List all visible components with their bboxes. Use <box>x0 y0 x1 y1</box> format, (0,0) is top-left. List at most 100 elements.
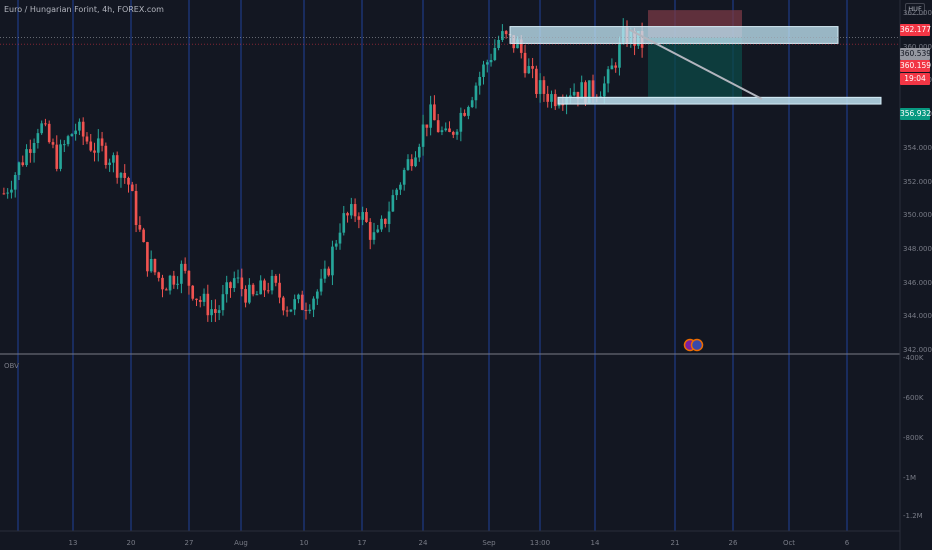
candle-body <box>282 297 285 311</box>
candle-body <box>244 289 247 303</box>
price-tick: 350.000 <box>903 211 932 220</box>
candle-body <box>383 218 387 224</box>
candle-body <box>255 294 259 296</box>
candle-body <box>183 263 187 271</box>
candle-body <box>13 174 17 190</box>
candle-body <box>138 225 142 230</box>
candle-body <box>191 285 195 299</box>
candle-body <box>550 94 553 102</box>
candle-body <box>425 124 429 128</box>
currency-button[interactable]: HUF <box>905 3 925 15</box>
candle-body <box>474 85 478 101</box>
candle-body <box>104 145 108 165</box>
candle-body <box>538 80 542 94</box>
candle-body <box>89 141 93 151</box>
candle-body <box>572 91 576 96</box>
candle-body <box>146 242 149 272</box>
candles <box>2 18 644 323</box>
candle-body <box>29 149 32 153</box>
candle-body <box>2 193 6 195</box>
candle-body <box>584 82 587 103</box>
candle-body <box>157 272 161 278</box>
candle-body <box>342 213 346 233</box>
candle-body <box>323 268 327 279</box>
candle-body <box>591 80 595 97</box>
candle-body <box>202 293 206 302</box>
price-tick: 344.000 <box>903 312 932 321</box>
candle-body <box>248 284 251 303</box>
candle-body <box>610 65 614 70</box>
obv-tick: -600K <box>903 394 924 402</box>
candle-body <box>78 121 81 131</box>
candle-body <box>436 120 440 133</box>
candle-body <box>66 136 70 145</box>
candle-body <box>10 189 13 193</box>
candle-body <box>614 65 617 68</box>
candle-body <box>350 204 353 216</box>
time-tick: 24 <box>418 539 428 547</box>
candle-body <box>36 133 40 144</box>
candle-body <box>334 243 338 247</box>
candle-body <box>433 104 436 121</box>
candle-body <box>338 232 342 244</box>
candle-body <box>421 124 425 147</box>
support-zone <box>557 96 882 105</box>
candle-body <box>187 270 191 286</box>
candle-body <box>316 291 319 299</box>
candle-body <box>444 128 448 131</box>
obv-indicator-label[interactable]: OBV <box>4 362 19 370</box>
candle-body <box>32 143 36 153</box>
price-tick: 352.000 <box>903 177 932 186</box>
candle-body <box>293 299 296 310</box>
candle-body <box>100 138 104 146</box>
time-tick: Oct <box>782 539 796 547</box>
candle-body <box>440 130 444 133</box>
candle-body <box>81 121 85 137</box>
candle-body <box>25 149 28 166</box>
candle-body <box>206 293 210 316</box>
resistance-zone <box>509 26 839 44</box>
candle-body <box>300 294 304 310</box>
candle-body <box>327 268 330 276</box>
candle-body <box>580 82 584 99</box>
candle-body <box>229 282 232 289</box>
candle-body <box>308 309 312 311</box>
symbol-title[interactable]: Euro / Hungarian Forint, 4h, FOREX.com <box>4 5 164 14</box>
events-badge[interactable] <box>683 337 705 352</box>
candle-body <box>402 169 406 185</box>
candle-body <box>130 184 134 192</box>
candle-body <box>319 278 323 292</box>
candle-body <box>546 93 550 102</box>
target-price-badge: 356.932 <box>900 108 932 120</box>
time-tick: Aug <box>234 539 248 547</box>
countdown-badge: 19:04 <box>900 73 930 85</box>
candle-body <box>240 277 244 290</box>
price-tick: 360.000 <box>903 42 932 51</box>
candle-body <box>85 136 89 142</box>
candle-body <box>70 134 74 137</box>
time-tick: 21 <box>670 539 680 547</box>
candle-body <box>410 159 414 167</box>
obv-tick: -1.2M <box>903 512 923 520</box>
flag-icon <box>683 338 704 352</box>
candle-body <box>304 309 308 311</box>
candle-body <box>391 195 395 212</box>
stop-price-badge: 362.177 <box>900 24 932 36</box>
candle-body <box>501 31 504 40</box>
time-tick: 17 <box>357 539 367 547</box>
candle-body <box>142 229 145 243</box>
candle-body <box>93 150 96 153</box>
candle-body <box>59 144 62 169</box>
candle-body <box>365 212 368 222</box>
candle-body <box>493 47 497 60</box>
candle-body <box>225 282 229 295</box>
candle-body <box>195 298 198 300</box>
candle-body <box>289 309 293 312</box>
candle-body <box>149 259 153 272</box>
time-tick: 27 <box>184 539 194 547</box>
candle-body <box>387 211 391 224</box>
candle-body <box>482 64 485 77</box>
candle-body <box>251 284 255 295</box>
candle-body <box>587 80 591 103</box>
